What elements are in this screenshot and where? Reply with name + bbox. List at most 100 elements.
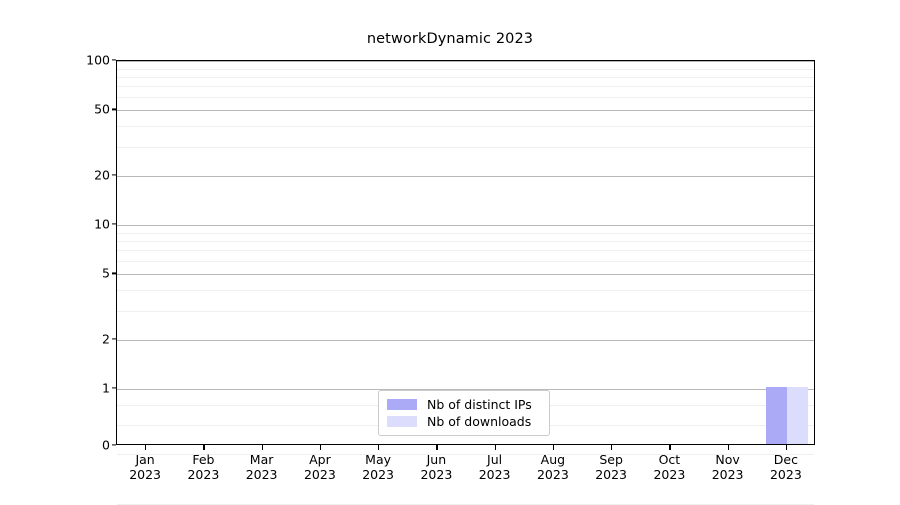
- x-axis-tick-year: 2023: [362, 467, 394, 482]
- x-axis-tick-month: Mar: [249, 452, 274, 467]
- legend-swatch-icon: [387, 399, 417, 410]
- gridline-major: [117, 225, 814, 226]
- x-axis-tick-label: Oct 2023: [634, 452, 704, 482]
- bar: [765, 387, 787, 444]
- gridline-minor: [117, 86, 814, 88]
- gridline-minor: [117, 97, 814, 99]
- gridline-minor: [117, 240, 814, 242]
- x-axis-tick-year: 2023: [187, 467, 220, 482]
- gridline-major: [117, 389, 814, 390]
- x-axis-tick-year: 2023: [536, 467, 569, 482]
- chart-title: networkDynamic 2023: [366, 31, 534, 47]
- x-axis-tick-month: Sep: [599, 452, 623, 467]
- legend-item[interactable]: Nb of downloads: [387, 413, 541, 430]
- gridline-major: [117, 274, 814, 276]
- x-axis-tick-year: 2023: [711, 467, 744, 482]
- x-axis-tick-label: Mar 2023: [227, 452, 297, 482]
- x-axis-tick-year: 2023: [129, 467, 161, 482]
- gridline-minor: [117, 126, 814, 128]
- y-axis-tick-label: 20: [94, 167, 110, 183]
- y-axis-labels: 0 1 2 5 10 20 50 100: [60, 53, 110, 453]
- x-axis-tick-label: Aug 2023: [518, 452, 588, 482]
- gridline-major: [117, 110, 814, 112]
- x-axis-tick-label: Nov 2023: [693, 452, 763, 482]
- x-axis-tick-year: 2023: [303, 467, 336, 482]
- x-axis-tick-mark: [727, 445, 729, 450]
- gridline-minor: [117, 232, 814, 234]
- bar: [786, 387, 808, 444]
- x-axis-tick-mark: [552, 445, 555, 450]
- y-axis-tick-mark: [112, 59, 116, 61]
- x-axis-tick-mark: [145, 445, 147, 450]
- y-axis-tick-mark: [112, 444, 116, 446]
- gridline-minor: [117, 146, 814, 148]
- gridline-minor: [117, 68, 814, 70]
- x-axis-tick-mark: [436, 445, 438, 450]
- gridline-minor: [117, 250, 814, 252]
- x-axis-tick-label: May 2023: [343, 452, 413, 482]
- plot-area: [116, 60, 815, 505]
- x-axis-tick-month: Jun: [426, 452, 447, 467]
- gridline-minor: [117, 290, 814, 292]
- x-axis-tick-month: Aug: [540, 452, 566, 467]
- x-axis-tick-month: Jan: [135, 452, 155, 467]
- x-axis-tick-year: 2023: [245, 467, 278, 482]
- y-axis-tick-mark: [112, 272, 116, 274]
- x-axis-tick-label: Jul 2023: [460, 452, 530, 482]
- y-axis-tick-mark: [112, 174, 116, 176]
- y-axis-tick-mark: [112, 338, 116, 340]
- legend-swatch-icon: [387, 416, 417, 427]
- x-axis-tick-year: 2023: [595, 467, 627, 482]
- x-axis-labels: Jan 2023 Feb 2023 Mar 2023 Apr 2023 May 2023 Jun 20…: [116, 452, 815, 492]
- y-axis-tick-label: 10: [94, 216, 110, 232]
- x-axis-tick-mark: [319, 445, 322, 450]
- y-axis-tick-label: 2: [102, 331, 110, 347]
- x-axis-tick-label: Jun 2023: [401, 452, 471, 482]
- x-axis-tick-year: 2023: [478, 467, 511, 482]
- legend-label: Nb of distinct IPs: [427, 397, 532, 412]
- x-axis-tick-month: May: [365, 452, 392, 467]
- x-axis-tick-label: Sep 2023: [576, 452, 646, 482]
- gridline-major: [117, 61, 814, 62]
- x-axis-tick-year: 2023: [653, 467, 686, 482]
- x-axis-ticks: [116, 445, 815, 451]
- gridline-minor: [117, 261, 814, 263]
- gridline-minor: [117, 454, 814, 456]
- y-axis-tick-label: 100: [86, 52, 110, 68]
- x-axis-tick-label: Feb 2023: [168, 452, 238, 482]
- x-axis-tick-mark: [203, 445, 205, 450]
- y-axis-tick-label: 0: [102, 437, 110, 453]
- x-axis-tick-mark: [669, 445, 671, 450]
- y-axis-tick-label: 5: [102, 265, 110, 281]
- x-axis-tick-year: 2023: [420, 467, 453, 482]
- gridline-minor: [117, 503, 814, 505]
- y-axis-tick-mark: [112, 223, 116, 225]
- chart-legend: Nb of distinct IPs Nb of downloads: [378, 390, 550, 436]
- y-axis-tick-mark: [112, 387, 116, 389]
- x-axis-tick-month: Dec: [773, 452, 798, 467]
- x-axis-tick-month: Apr: [309, 452, 331, 467]
- x-axis-tick-label: Jan 2023: [110, 452, 180, 482]
- y-axis-ticks: [0, 59, 116, 446]
- x-axis-tick-mark: [378, 445, 380, 450]
- x-axis-tick-year: 2023: [769, 467, 802, 482]
- x-axis-tick-mark: [611, 445, 613, 450]
- x-axis-tick-mark: [785, 445, 788, 450]
- gridline-major: [117, 339, 814, 341]
- x-axis-tick-label: Apr 2023: [285, 452, 355, 482]
- bars-container: [117, 61, 814, 444]
- x-axis-tick-month: Feb: [192, 452, 215, 467]
- gridline-major: [117, 175, 814, 177]
- y-axis-tick-label: 50: [94, 101, 110, 117]
- gridline-minor: [117, 76, 814, 78]
- legend-label: Nb of downloads: [427, 414, 532, 429]
- x-axis-tick-mark: [494, 445, 496, 450]
- y-axis-tick-mark: [112, 108, 116, 110]
- x-axis-tick-month: Nov: [715, 452, 740, 467]
- y-axis-tick-label: 1: [102, 380, 110, 396]
- x-axis-tick-month: Jul: [487, 452, 503, 467]
- x-axis-tick-label: Dec 2023: [751, 452, 821, 482]
- legend-item[interactable]: Nb of distinct IPs: [387, 396, 541, 413]
- x-axis-tick-month: Oct: [658, 452, 681, 467]
